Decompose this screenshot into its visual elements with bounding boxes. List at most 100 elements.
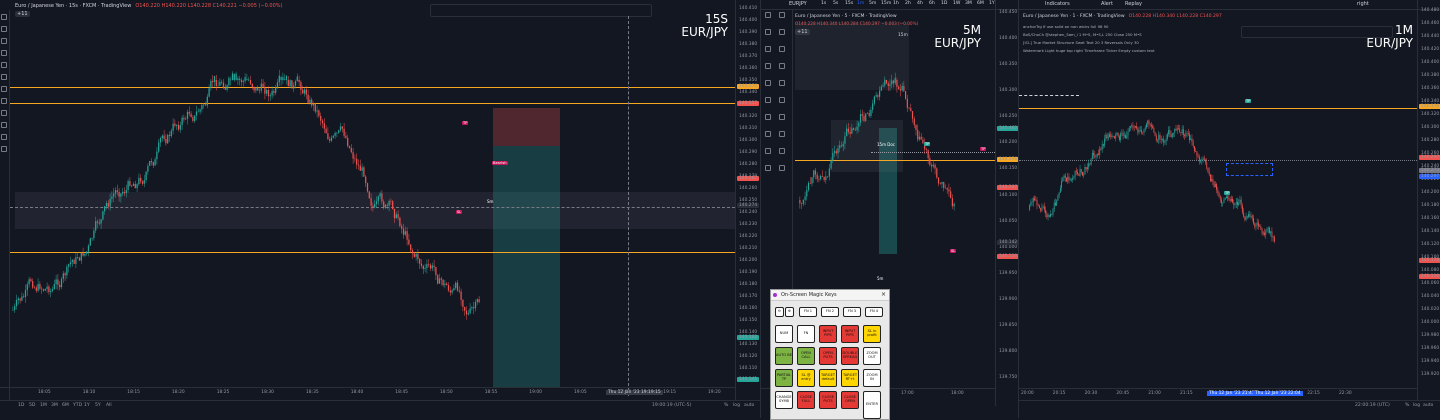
brush-icon[interactable]: [1, 50, 7, 56]
pattern-icon[interactable]: [1, 74, 7, 80]
range-button[interactable]: 1D: [18, 403, 25, 408]
crosshair-icon[interactable]: [765, 12, 771, 18]
range-button[interactable]: 5Y: [95, 403, 101, 408]
zoom-icon[interactable]: [1, 98, 7, 104]
close-icon[interactable]: ×: [880, 291, 886, 298]
range-button[interactable]: All: [106, 403, 112, 408]
key-button[interactable]: OPEN CALL: [797, 347, 815, 365]
heart-icon[interactable]: [779, 97, 785, 103]
interval-button[interactable]: 4h: [917, 1, 923, 6]
interval-chip[interactable]: +11: [795, 29, 810, 35]
trash-icon[interactable]: [1, 146, 7, 152]
price-axis[interactable]: 140.410 140.400 140.390 140.380 140.370 140.3…: [735, 0, 760, 406]
key-button[interactable]: TARGET default: [819, 369, 837, 387]
indicator-row[interactable]: [ICL] True Market Structure Swet Text 20…: [1023, 40, 1139, 45]
hide-icon[interactable]: [779, 131, 785, 137]
interval-button[interactable]: 1W: [953, 1, 961, 6]
key-button[interactable]: CLOSE FULL: [797, 391, 815, 409]
price-axis[interactable]: 140.480 140.460 140.440 140.420 140.400 140.3…: [1417, 0, 1440, 406]
key-button[interactable]: PARTIAL TP: [775, 369, 793, 387]
chart-pane-15s[interactable]: Euro / Japanese Yen · 15s · FXCM · Tradi…: [0, 0, 760, 418]
key-button[interactable]: CLOSE OPEN: [841, 391, 859, 409]
interval-button[interactable]: 3M: [965, 1, 972, 6]
key-button[interactable]: FN 4: [865, 307, 883, 317]
key-button[interactable]: SL in profit: [863, 325, 881, 343]
ruler-icon[interactable]: [1, 86, 7, 92]
key-button[interactable]: FN 1: [799, 307, 817, 317]
key-button[interactable]: INPUT PIPS: [819, 325, 837, 343]
cart-icon[interactable]: [765, 165, 771, 171]
interval-chip[interactable]: +11: [15, 11, 30, 17]
fib-icon[interactable]: [765, 29, 771, 35]
indicators-button[interactable]: Indicators: [1045, 1, 1070, 7]
interval-button[interactable]: 5m: [869, 1, 877, 6]
alert-button[interactable]: Alert: [1101, 1, 1113, 7]
indicator-row[interactable]: anchorTrg If use solid on non wicks full…: [1023, 24, 1109, 29]
eye-icon[interactable]: [1, 134, 7, 140]
auto-toggle[interactable]: auto: [744, 403, 755, 408]
key-button[interactable]: CLOSE PUTS: [819, 391, 837, 409]
range-button[interactable]: 1M: [40, 403, 47, 408]
key-button[interactable]: FN: [797, 325, 815, 343]
key-button[interactable]: DOUBLE SPREAD: [841, 347, 859, 365]
interval-button[interactable]: 6M: [977, 1, 984, 6]
replay-button[interactable]: Replay: [1125, 1, 1142, 7]
zoom-icon[interactable]: [779, 63, 785, 69]
key-button[interactable]: AUTO BE: [775, 347, 793, 365]
range-button[interactable]: YTD: [73, 403, 83, 408]
log-toggle[interactable]: log: [733, 403, 741, 408]
interval-button[interactable]: 1m: [857, 1, 865, 6]
key-button[interactable]: FN 3: [843, 307, 861, 317]
lock-icon[interactable]: [779, 80, 785, 86]
indicator-row[interactable]: Watermark Light huge top right Timeframe…: [1023, 48, 1155, 53]
interval-button[interactable]: 15s: [845, 1, 854, 6]
magnet-icon[interactable]: [765, 80, 771, 86]
trendline-icon[interactable]: [779, 12, 785, 18]
key-button[interactable]: ZOOM IN: [863, 369, 881, 387]
zoom-in-icon[interactable]: ⊕: [785, 307, 794, 317]
magic-keys-window[interactable]: On-Screen Magic Keys × ⊖ ⊕ FN 1 FN 2 FN 3 FN …: [770, 289, 890, 420]
range-button[interactable]: 3M: [51, 403, 58, 408]
text-icon[interactable]: [1, 62, 7, 68]
key-button[interactable]: ZOOM OUT: [863, 347, 881, 365]
trash-icon[interactable]: [779, 165, 785, 171]
link-icon[interactable]: [765, 114, 771, 120]
star-icon[interactable]: [779, 114, 785, 120]
percent-toggle[interactable]: %: [1405, 403, 1410, 408]
key-button[interactable]: SL @ entry: [797, 369, 815, 387]
key-button[interactable]: ENTER: [863, 391, 881, 419]
key-button[interactable]: OPEN PUTS: [819, 347, 837, 365]
symbol-search[interactable]: EURJPY: [789, 1, 807, 7]
interval-button[interactable]: 1D: [941, 1, 948, 6]
interval-button[interactable]: 1Y: [989, 1, 995, 6]
trendline-icon[interactable]: [1, 26, 7, 32]
range-button[interactable]: 1Y: [84, 403, 90, 408]
cog-icon[interactable]: [779, 148, 785, 154]
zoom-out-icon[interactable]: ⊖: [775, 307, 784, 317]
scale-select[interactable]: right: [1357, 1, 1369, 7]
range-button[interactable]: 6M: [62, 403, 69, 408]
indicator-row[interactable]: BoS/ChoCh @stephen_Sam_l 1 M•S, M•S,L 25…: [1023, 32, 1142, 37]
interval-button[interactable]: 2h: [905, 1, 911, 6]
auto-toggle[interactable]: auto: [1423, 403, 1434, 408]
log-toggle[interactable]: log: [1413, 403, 1421, 408]
interval-button[interactable]: 1h: [893, 1, 899, 6]
crosshair-icon[interactable]: [1, 14, 7, 20]
brush-icon[interactable]: [779, 29, 785, 35]
ruler-icon[interactable]: [765, 63, 771, 69]
range-button[interactable]: 5D: [29, 403, 36, 408]
key-button[interactable]: INPUT PIPS: [841, 325, 859, 343]
magnet-icon[interactable]: [1, 110, 7, 116]
time-axis[interactable]: 20:0020:1520:3020:4521:0021:1521:3021:45…: [1019, 388, 1417, 400]
interval-button[interactable]: 1s: [821, 1, 827, 6]
interval-button[interactable]: 5s: [833, 1, 839, 6]
percent-toggle[interactable]: %: [724, 403, 729, 408]
interval-button[interactable]: 15m: [881, 1, 892, 6]
lock-icon[interactable]: [1, 122, 7, 128]
eye-icon[interactable]: [765, 97, 771, 103]
chart-pane-1m[interactable]: Indicators Alert Replay right Euro / Jap…: [1018, 0, 1440, 418]
fib-icon[interactable]: [1, 38, 7, 44]
price-axis[interactable]: 140.450 140.400 140.350 140.300 140.250 140.2…: [995, 0, 1019, 406]
key-button[interactable]: CHANGE SYMB: [775, 391, 793, 409]
magic-keys-titlebar[interactable]: On-Screen Magic Keys ×: [771, 290, 889, 301]
